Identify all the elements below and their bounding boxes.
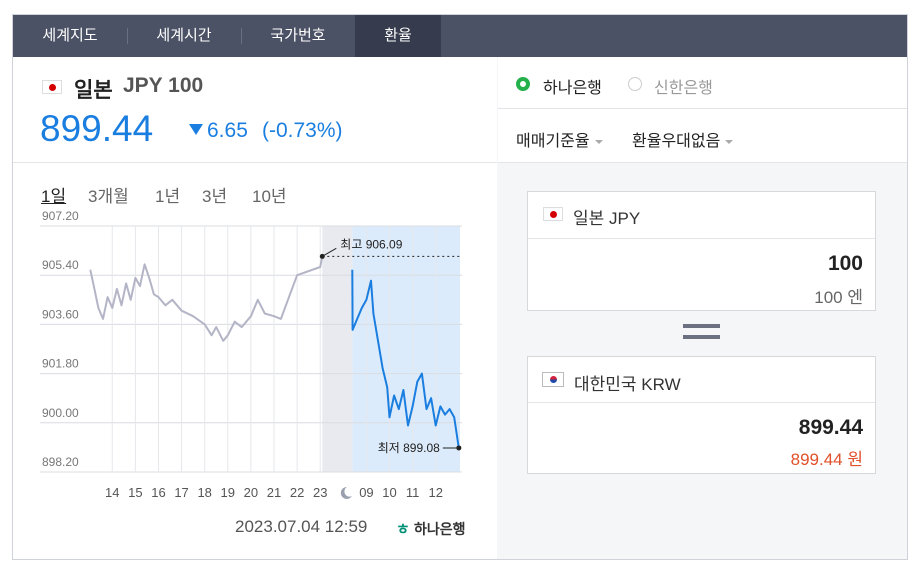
from-amount-text: 100 엔 bbox=[814, 288, 863, 307]
x-tick-label: 16 bbox=[151, 485, 165, 500]
closed-session bbox=[322, 226, 353, 472]
source-logo-icon: ㅎ bbox=[396, 521, 410, 538]
dropdown[interactable]: 매매기준율 bbox=[516, 127, 603, 151]
y-tick-label: 901.80 bbox=[42, 357, 79, 371]
tab[interactable]: 환율 bbox=[355, 15, 441, 57]
period-tab[interactable]: 1년 bbox=[155, 187, 181, 206]
flag-japan bbox=[42, 80, 62, 94]
from-box bbox=[527, 191, 876, 311]
change: 6.65 bbox=[207, 119, 248, 142]
flag-japan bbox=[543, 207, 563, 221]
currency-code: JPY 100 bbox=[123, 74, 204, 97]
equals bbox=[683, 335, 720, 339]
divider bbox=[528, 238, 875, 239]
radio[interactable] bbox=[628, 77, 642, 91]
x-tick-label: 17 bbox=[174, 485, 188, 500]
divider bbox=[528, 402, 875, 403]
bank-option[interactable]: 하나은행 bbox=[543, 80, 602, 97]
period-tab[interactable]: 10년 bbox=[252, 187, 287, 206]
tab[interactable]: 세계시간 bbox=[156, 27, 212, 44]
period-tab[interactable]: 3년 bbox=[202, 187, 228, 206]
price-line bbox=[89, 256, 324, 342]
x-tick-label: 22 bbox=[290, 485, 304, 500]
bank-option[interactable]: 신한은행 bbox=[654, 80, 713, 97]
to-amount-text: 899.44 원 bbox=[790, 450, 863, 469]
period-tab[interactable]: 1일 bbox=[41, 187, 67, 206]
price-line bbox=[351, 269, 460, 449]
divider bbox=[498, 162, 907, 163]
high-label: 최고 906.09 bbox=[340, 237, 402, 251]
to-amount[interactable]: 899.44 bbox=[798, 416, 863, 439]
from-currency: 일본 JPY bbox=[573, 209, 641, 228]
x-tick-label: 23 bbox=[313, 485, 327, 500]
x-tick-label: 15 bbox=[128, 485, 142, 500]
frame bbox=[12, 14, 908, 560]
change-percent: (-0.73%) bbox=[262, 119, 343, 142]
flag-korea bbox=[542, 372, 564, 387]
y-tick-label: 905.40 bbox=[42, 258, 79, 272]
leader bbox=[322, 247, 337, 257]
to-currency: 대한민국 KRW bbox=[574, 375, 681, 394]
from-amount[interactable]: 100 bbox=[827, 252, 863, 275]
x-tick-label: 14 bbox=[105, 485, 119, 500]
tab-separator bbox=[241, 28, 242, 44]
y-tick-label: 898.20 bbox=[42, 455, 79, 469]
tab-separator bbox=[127, 28, 128, 44]
y-tick-label: 907.20 bbox=[42, 209, 79, 223]
x-tick-label: 12 bbox=[429, 485, 443, 500]
x-tick-label: 09 bbox=[359, 485, 373, 500]
divider bbox=[498, 108, 907, 109]
x-tick-label: 20 bbox=[244, 485, 258, 500]
x-tick-label: 18 bbox=[197, 485, 211, 500]
down-arrow bbox=[189, 124, 203, 135]
period-tab[interactable]: 3개월 bbox=[88, 187, 129, 206]
low-label: 최저 899.08 bbox=[378, 441, 440, 455]
to-box bbox=[527, 356, 876, 474]
radio-selected[interactable] bbox=[516, 77, 530, 91]
dropdown[interactable]: 환율우대없음 bbox=[632, 127, 733, 151]
y-tick-label: 903.60 bbox=[42, 307, 79, 321]
tab[interactable]: 세계지도 bbox=[42, 27, 98, 44]
timestamp: 2023.07.04 12:59 bbox=[235, 517, 368, 536]
source-logo: 하나은행 bbox=[414, 521, 466, 537]
price: 899.44 bbox=[40, 108, 154, 149]
x-tick-label: 11 bbox=[406, 485, 420, 500]
x-tick-label: 10 bbox=[382, 485, 396, 500]
equals bbox=[683, 324, 720, 328]
tab[interactable]: 국가번호 bbox=[270, 27, 326, 44]
current-session bbox=[352, 226, 460, 472]
x-tick-label: 19 bbox=[221, 485, 235, 500]
divider bbox=[13, 162, 497, 163]
tab-bar bbox=[13, 15, 907, 57]
night-icon bbox=[340, 486, 352, 499]
y-tick-label: 900.00 bbox=[42, 406, 79, 420]
country-name: 일본 bbox=[74, 79, 113, 102]
x-tick-label: 21 bbox=[267, 485, 281, 500]
